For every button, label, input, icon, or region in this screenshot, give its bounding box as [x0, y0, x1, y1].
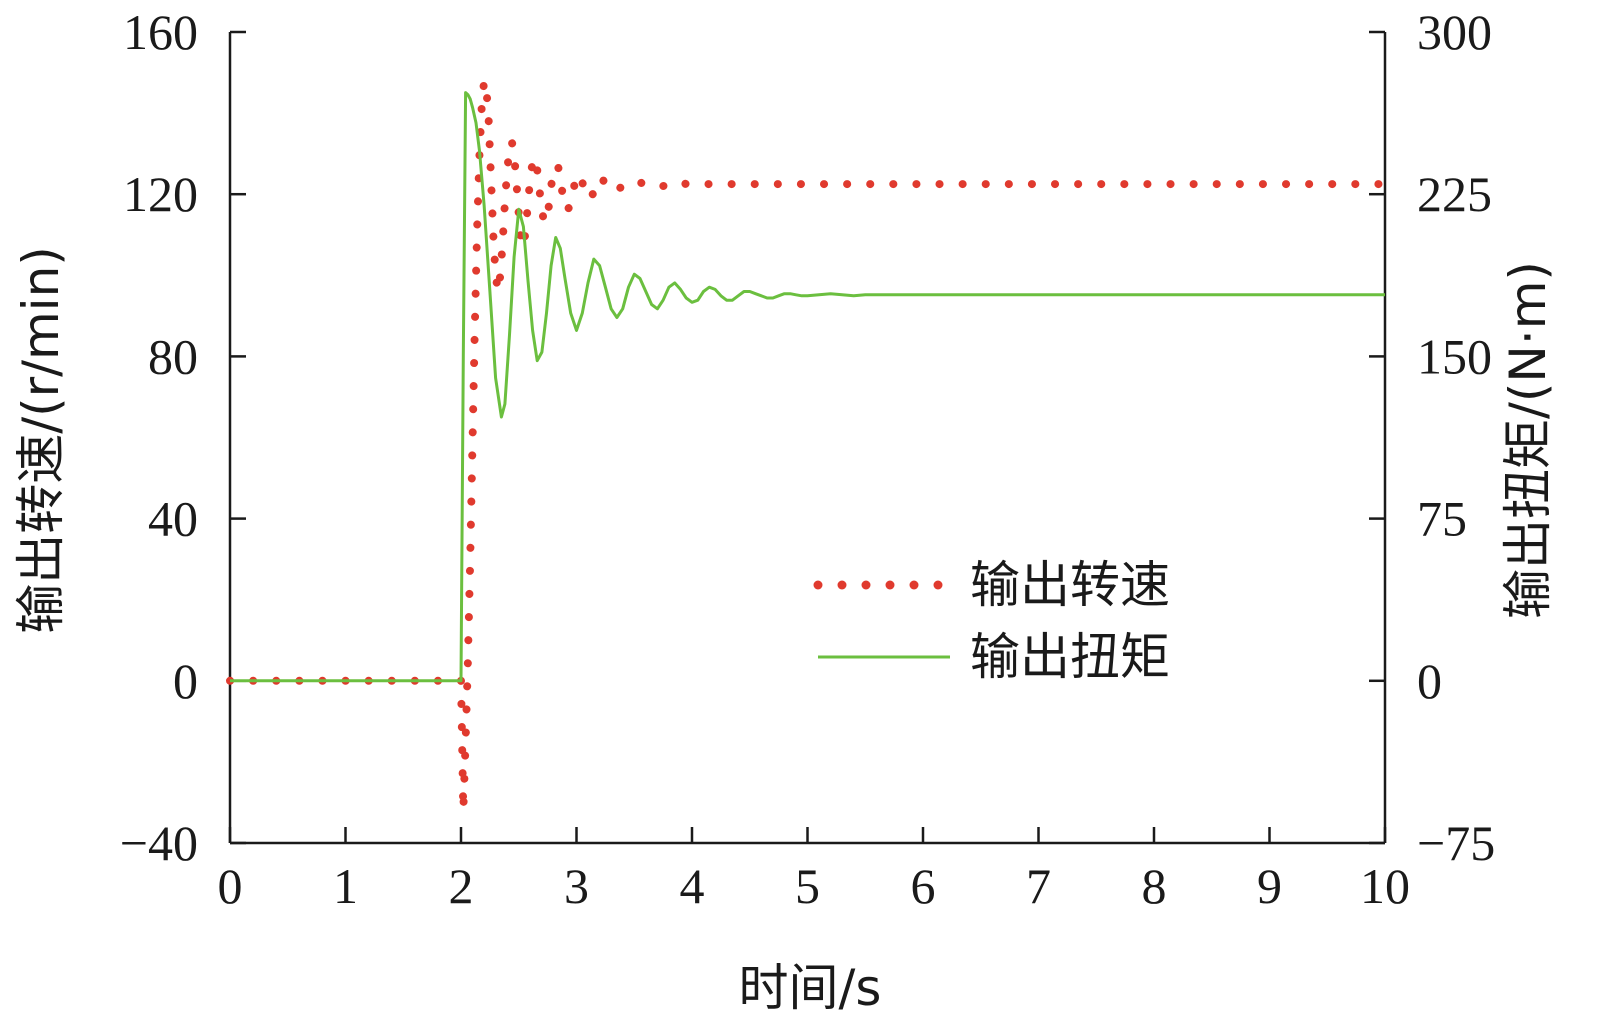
- speed-series-line: [226, 79, 1389, 811]
- right-y-tick-label: 75: [1417, 491, 1467, 547]
- left-y-tick-label: 0: [173, 653, 198, 709]
- legend-speed-dot: [861, 580, 871, 590]
- x-axis-label: 时间/s: [739, 959, 882, 1017]
- legend-speed-dot: [933, 580, 943, 590]
- x-tick-label: 4: [680, 858, 705, 914]
- left-y-tick-label: −40: [120, 815, 198, 871]
- legend-speed-dot: [909, 580, 919, 590]
- left-y-axis-label: 输出转速/(r/min): [12, 246, 70, 634]
- x-tick-label: 10: [1360, 858, 1410, 914]
- legend: 输出转速 输出扭矩: [813, 556, 1170, 686]
- torque-series-line: [230, 91, 1385, 683]
- x-tick-label: 5: [795, 858, 820, 914]
- x-tick-label: 6: [911, 858, 936, 914]
- x-axis-ticks: 0 1 2 3 4 5 6 7 8 9 10: [218, 827, 1410, 914]
- x-tick-label: 2: [449, 858, 474, 914]
- legend-speed-dot: [885, 580, 895, 590]
- plot-frame: [228, 32, 1387, 845]
- legend-item-torque: 输出扭矩: [818, 628, 1170, 686]
- right-y-tick-label: 225: [1417, 166, 1492, 222]
- left-y-axis-ticks: −40 0 40 80 120 160: [120, 4, 246, 871]
- x-tick-label: 9: [1257, 858, 1282, 914]
- legend-speed-dot: [813, 580, 823, 590]
- x-tick-label: 7: [1026, 858, 1051, 914]
- x-tick-label: 3: [564, 858, 589, 914]
- left-y-tick-label: 80: [148, 328, 198, 384]
- left-y-tick-label: 40: [148, 491, 198, 547]
- right-y-axis-ticks: −75 0 75 150 225 300: [1369, 4, 1495, 871]
- x-tick-label: 0: [218, 858, 243, 914]
- right-y-tick-label: 0: [1417, 653, 1442, 709]
- x-tick-label: 1: [333, 858, 358, 914]
- legend-speed-dot: [837, 580, 847, 590]
- x-tick-label: 8: [1142, 858, 1167, 914]
- left-y-tick-label: 120: [123, 166, 198, 222]
- right-y-tick-label: 300: [1417, 4, 1492, 60]
- legend-speed-label: 输出转速: [970, 556, 1170, 614]
- right-y-tick-label: 150: [1417, 328, 1492, 384]
- right-y-tick-label: −75: [1417, 815, 1495, 871]
- right-y-axis-label: 输出扭矩/(N·m): [1499, 261, 1557, 619]
- series-layer: [226, 79, 1389, 811]
- legend-torque-label: 输出扭矩: [970, 628, 1170, 686]
- left-y-tick-label: 160: [123, 4, 198, 60]
- legend-speed-marker: [813, 580, 943, 590]
- legend-item-speed: 输出转速: [813, 556, 1170, 614]
